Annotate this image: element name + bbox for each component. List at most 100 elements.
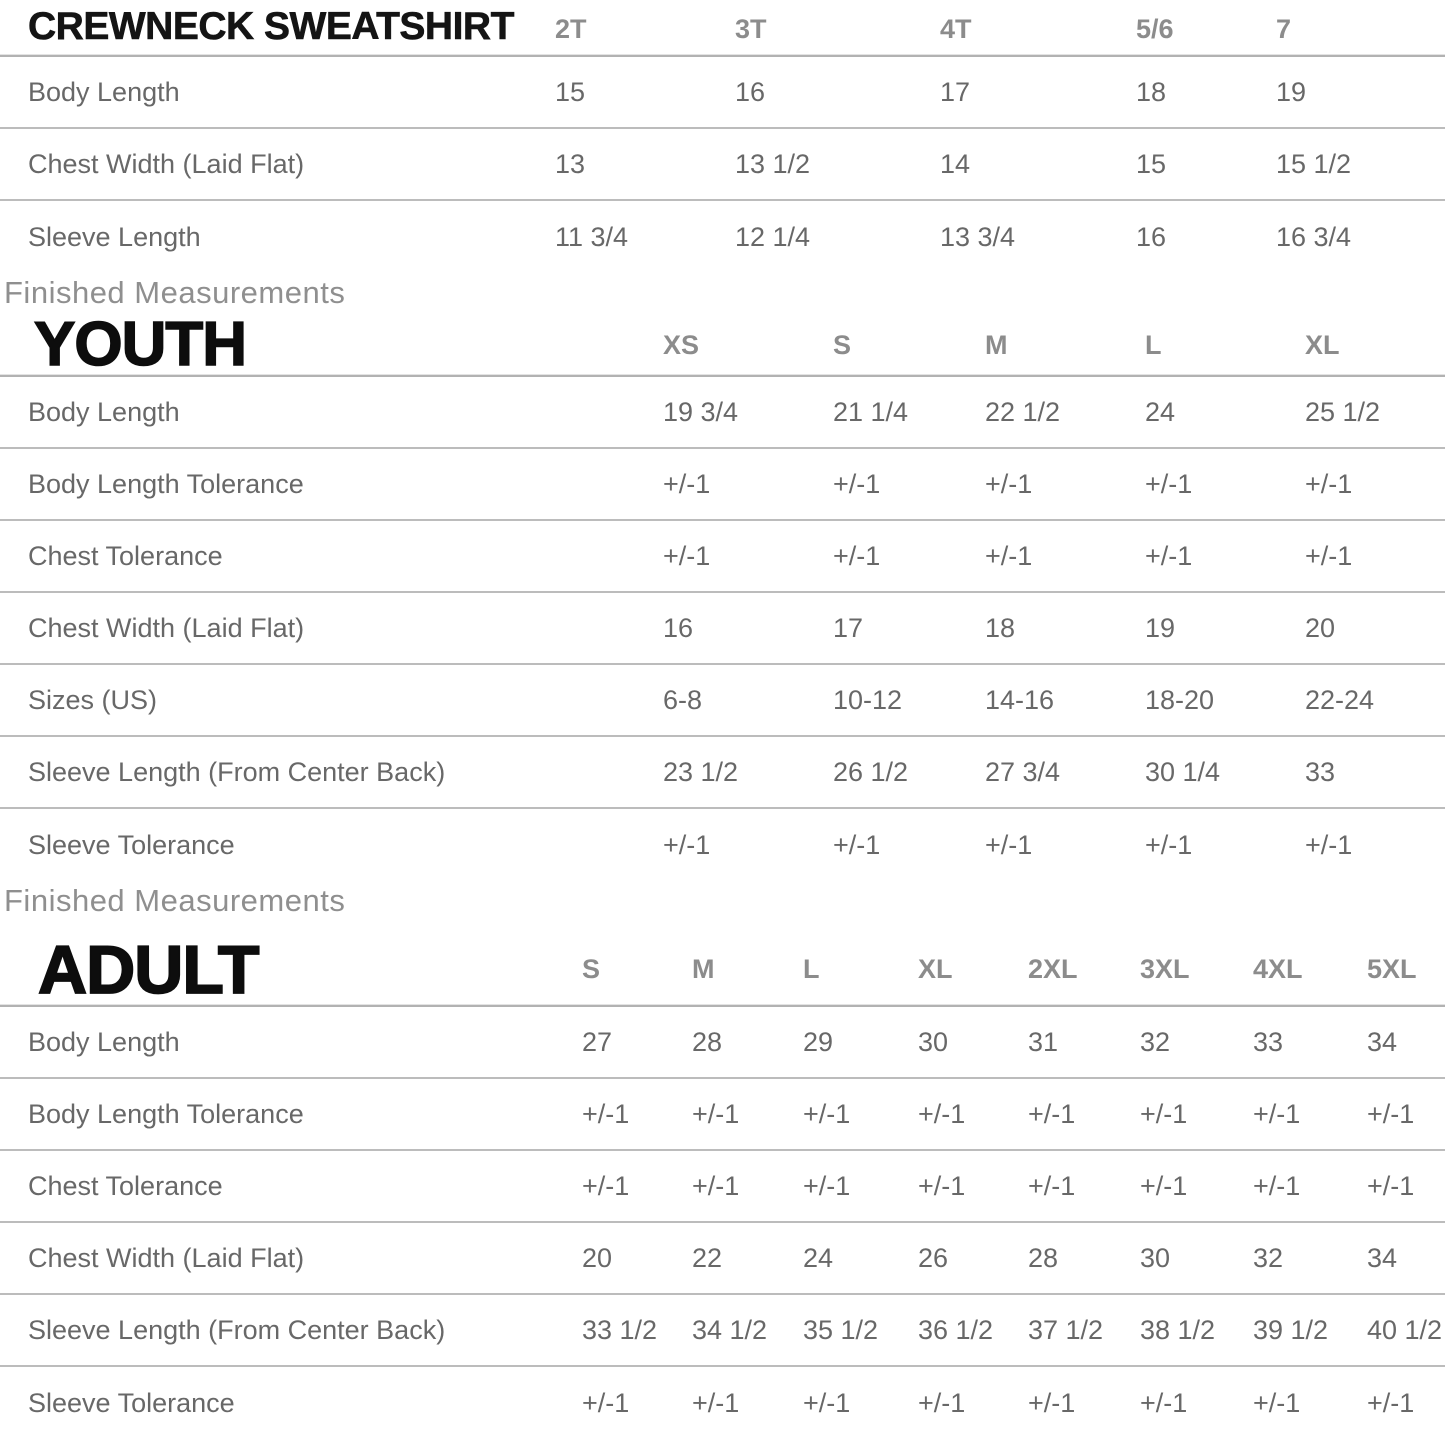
cell-value: +/-1 (1145, 829, 1193, 860)
cell-value: 12 1/4 (735, 221, 811, 252)
cell-value: 30 (1140, 1242, 1171, 1273)
cell-value: +/-1 (1028, 1170, 1076, 1201)
cell-value: 19 3/4 (663, 396, 739, 427)
cell-value: 38 1/2 (1140, 1314, 1216, 1345)
toddler-table-header-row: CREWNECK SWEATSHIRT 2T 3T 4T 5/6 7 (0, 0, 1445, 57)
cell-value: +/-1 (985, 540, 1033, 571)
cell-value: 31 (1028, 1026, 1059, 1057)
cell-value: 35 1/2 (803, 1314, 879, 1345)
row-label: Body Length (28, 1026, 180, 1057)
cell-value: +/-1 (692, 1098, 740, 1129)
column-header-l: L (803, 954, 820, 984)
cell-value: +/-1 (663, 829, 711, 860)
cell-value: 16 (663, 612, 694, 643)
table-row-chest-width: Chest Width (Laid Flat) 13 13 1/2 14 15 … (0, 129, 1445, 201)
table-row-sleeve-length: Sleeve Length 11 3/4 12 1/4 13 3/4 16 16… (0, 201, 1445, 273)
cell-value: 28 (1028, 1242, 1059, 1273)
cell-value: 15 (555, 76, 586, 107)
cell-value: 40 1/2 (1367, 1314, 1443, 1345)
row-label: Chest Width (Laid Flat) (28, 148, 305, 179)
table-row-sleeve-tolerance: Sleeve Tolerance +/-1 +/-1 +/-1 +/-1 +/-… (0, 1367, 1445, 1439)
cell-value: +/-1 (1305, 468, 1353, 499)
column-header-s: S (582, 954, 601, 984)
row-label: Chest Width (Laid Flat) (28, 1242, 305, 1273)
cell-value: 36 1/2 (918, 1314, 994, 1345)
column-header-2xl: 2XL (1028, 954, 1078, 984)
column-header-3t: 3T (735, 14, 767, 44)
cell-value: 23 1/2 (663, 756, 739, 787)
cell-value: 27 (582, 1026, 613, 1057)
cell-value: 22 1/2 (985, 396, 1061, 427)
row-label: Chest Tolerance (28, 540, 223, 571)
cell-value: +/-1 (803, 1098, 851, 1129)
cell-value: +/-1 (1028, 1098, 1076, 1129)
cell-value: +/-1 (582, 1098, 630, 1129)
cell-value: +/-1 (918, 1387, 966, 1418)
cell-value: +/-1 (692, 1170, 740, 1201)
cell-value: +/-1 (918, 1170, 966, 1201)
column-header-3xl: 3XL (1140, 954, 1190, 984)
cell-value: 27 3/4 (985, 756, 1061, 787)
toddler-table-title: CREWNECK SWEATSHIRT (28, 5, 515, 49)
cell-value: +/-1 (833, 540, 881, 571)
cell-value: 13 1/2 (735, 148, 811, 179)
cell-value: 22-24 (1305, 684, 1375, 715)
cell-value: +/-1 (582, 1387, 630, 1418)
cell-value: +/-1 (833, 468, 881, 499)
column-header-m: M (692, 954, 715, 984)
youth-size-table: Finished Measurements YOUTH XS S M L XL … (0, 273, 1445, 881)
cell-value: 24 (803, 1242, 834, 1273)
cell-value: 33 (1253, 1026, 1284, 1057)
cell-value: 28 (692, 1026, 723, 1057)
column-header-5xl: 5XL (1367, 954, 1417, 984)
cell-value: 15 (1136, 148, 1167, 179)
cell-value: 39 1/2 (1253, 1314, 1329, 1345)
cell-value: 17 (833, 612, 864, 643)
cell-value: 6-8 (663, 684, 703, 715)
adult-size-table: Finished Measurements ADULT S M L XL 2XL… (0, 881, 1445, 1439)
table-row-chest-width: Chest Width (Laid Flat) 16 17 18 19 20 (0, 593, 1445, 665)
cell-value: +/-1 (1140, 1170, 1188, 1201)
table-row-sleeve-length: Sleeve Length (From Center Back) 33 1/2 … (0, 1295, 1445, 1367)
cell-value: 34 (1367, 1242, 1398, 1273)
adult-table-header-row: ADULT S M L XL 2XL 3XL 4XL 5XL (0, 921, 1445, 1007)
cell-value: 34 1/2 (692, 1314, 768, 1345)
toddler-size-table: CREWNECK SWEATSHIRT 2T 3T 4T 5/6 7 Body … (0, 0, 1445, 273)
column-header-5-6: 5/6 (1136, 14, 1174, 44)
cell-value: 18-20 (1145, 684, 1215, 715)
column-header-4t: 4T (940, 14, 972, 44)
cell-value: 14-16 (985, 684, 1055, 715)
table-row-sleeve-tolerance: Sleeve Tolerance +/-1 +/-1 +/-1 +/-1 +/-… (0, 809, 1445, 881)
column-header-s: S (833, 330, 852, 360)
column-header-l: L (1145, 330, 1162, 360)
cell-value: +/-1 (1140, 1098, 1188, 1129)
column-header-7: 7 (1276, 14, 1292, 44)
table-row-body-length: Body Length 27 28 29 30 31 32 33 34 (0, 1007, 1445, 1079)
cell-value: 32 (1140, 1026, 1171, 1057)
cell-value: 13 (555, 148, 586, 179)
cell-value: +/-1 (663, 468, 711, 499)
cell-value: +/-1 (1140, 1387, 1188, 1418)
table-row-chest-width: Chest Width (Laid Flat) 20 22 24 26 28 3… (0, 1223, 1445, 1295)
cell-value: 13 3/4 (940, 221, 1016, 252)
column-header-xl: XL (1305, 330, 1340, 360)
cell-value: 37 1/2 (1028, 1314, 1104, 1345)
cell-value: +/-1 (1145, 468, 1193, 499)
cell-value: 33 (1305, 756, 1336, 787)
cell-value: 15 1/2 (1276, 148, 1352, 179)
cell-value: +/-1 (1367, 1387, 1415, 1418)
cell-value: 14 (940, 148, 971, 179)
table-row-body-length: Body Length 19 3/4 21 1/4 22 1/2 24 25 1… (0, 377, 1445, 449)
cell-value: 10-12 (833, 684, 903, 715)
section-label-finished-measurements: Finished Measurements (4, 275, 346, 310)
cell-value: 18 (1136, 76, 1167, 107)
row-label: Sizes (US) (28, 684, 158, 715)
adult-table-title: ADULT (37, 932, 260, 1008)
table-row-sleeve-length: Sleeve Length (From Center Back) 23 1/2 … (0, 737, 1445, 809)
row-label: Body Length Tolerance (28, 468, 304, 499)
cell-value: 18 (985, 612, 1016, 643)
row-label: Sleeve Tolerance (28, 1387, 235, 1418)
cell-value: 16 (1136, 221, 1167, 252)
row-label: Sleeve Tolerance (28, 829, 235, 860)
